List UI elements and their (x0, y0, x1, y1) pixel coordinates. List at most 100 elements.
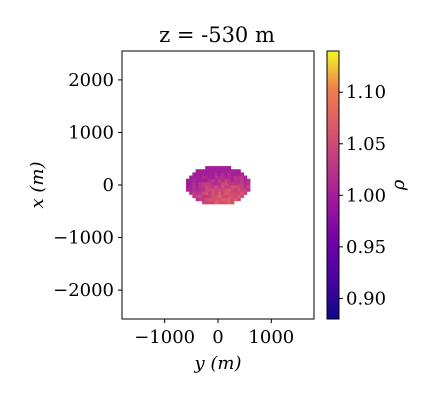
heatmap-cell (237, 175, 241, 180)
heatmap-cell (198, 181, 203, 186)
heatmap-cell (211, 191, 216, 195)
heatmap-cell (237, 178, 241, 183)
heatmap-cell (224, 178, 228, 183)
heatmap-cell (230, 181, 235, 186)
y-axis-ticks: 2000 1000 0 −1000 −2000 (53, 70, 122, 301)
heatmap-cell (243, 181, 248, 186)
heatmap-cell (218, 188, 222, 192)
heatmap-cell (246, 178, 251, 183)
heatmap-cell (224, 185, 228, 189)
heatmap-cell (208, 188, 212, 192)
heatmap-cell (227, 188, 232, 192)
colorbar-ticks: 0.90 0.95 1.00 1.05 1.10 (339, 82, 386, 309)
heatmap-cell (240, 185, 244, 189)
heatmap-cell (214, 200, 219, 205)
heatmap-cell (205, 194, 209, 199)
heatmap-cell (214, 188, 219, 192)
heatmap-cell (240, 191, 244, 195)
heatmap-cell (230, 197, 235, 202)
heatmap-cell (208, 200, 212, 205)
heatmap-cell (198, 185, 203, 189)
heatmap-cell (246, 185, 251, 189)
heatmap-cell (186, 185, 190, 189)
colorbar-tick-label: 1.10 (346, 82, 386, 103)
heatmap-cell (224, 194, 228, 199)
heatmap-cell (189, 185, 193, 189)
heatmap-cell (234, 172, 238, 176)
heatmap-cell (195, 194, 200, 199)
heatmap-cell (192, 188, 196, 192)
heatmap-cell (224, 181, 228, 186)
heatmap-cell (230, 191, 235, 195)
heatmap-cell (186, 181, 190, 186)
heatmap-cell (246, 188, 251, 192)
heatmap-cell (214, 178, 219, 183)
heatmap-cell (205, 200, 209, 205)
heatmap-cell (198, 197, 203, 202)
heatmap-cell (221, 200, 225, 205)
colorbar-label: ρ (388, 179, 409, 191)
heatmap-cell (221, 178, 225, 183)
heatmap-cell (205, 188, 209, 192)
heatmap-cell (221, 175, 225, 180)
heatmap-cell (240, 181, 244, 186)
colorbar-tick-label: 0.90 (346, 288, 386, 309)
heatmap-cell (202, 188, 206, 192)
heatmap-cell (192, 178, 196, 183)
heatmap-cell (202, 185, 206, 189)
y-axis-label: x (m) (27, 162, 48, 209)
colorbar (326, 50, 340, 320)
heatmap-cell (221, 169, 225, 173)
heatmap-cells (186, 166, 251, 205)
heatmap-cell (192, 172, 196, 176)
heatmap-cell (189, 181, 193, 186)
heatmap-cell (214, 169, 219, 173)
y-tick-label: 1000 (68, 122, 114, 143)
heatmap-cell (218, 181, 222, 186)
heatmap-cell (237, 188, 241, 192)
heatmap-cell (189, 188, 193, 192)
heatmap-cell (195, 172, 200, 176)
heatmap-cell (240, 175, 244, 180)
heatmap-cell (234, 191, 238, 195)
heatmap-cell (192, 181, 196, 186)
colorbar-tick-label: 0.95 (346, 237, 386, 258)
heatmap-cell (237, 191, 241, 195)
heatmap-cell (224, 200, 228, 205)
heatmap-cell (208, 191, 212, 195)
y-tick-label: −1000 (53, 228, 114, 249)
heatmap-cell (189, 178, 193, 183)
heatmap-cell (198, 172, 203, 176)
heatmap-cell (230, 188, 235, 192)
heatmap-cell (202, 197, 206, 202)
heatmap-cell (195, 169, 200, 173)
heatmap-cell (195, 197, 200, 202)
heatmap-cell (208, 169, 212, 173)
heatmap-cell (237, 197, 241, 202)
heatmap-cell (192, 175, 196, 180)
heatmap-cell (202, 200, 206, 205)
heatmap-cell (237, 181, 241, 186)
heatmap-cell (208, 166, 212, 170)
heatmap-cell (240, 172, 244, 176)
heatmap-cell (224, 197, 228, 202)
heatmap-cell (214, 172, 219, 176)
heatmap-cell (227, 194, 232, 199)
heatmap-cell (243, 185, 248, 189)
heatmap-cell (240, 194, 244, 199)
heatmap-cell (211, 166, 216, 170)
heatmap-cell (202, 181, 206, 186)
heatmap-cell (240, 178, 244, 183)
heatmap-cell (202, 194, 206, 199)
chart-title: z = -530 m (159, 23, 275, 47)
colorbar-tick-label: 1.05 (346, 134, 386, 155)
heatmap-cell (227, 169, 232, 173)
heatmap-cell (243, 178, 248, 183)
heatmap-cell (198, 194, 203, 199)
heatmap-cell (211, 188, 216, 192)
heatmap-cell (230, 172, 235, 176)
heatmap-cell (195, 181, 200, 186)
heatmap-cell (230, 194, 235, 199)
heatmap-cell (186, 178, 190, 183)
heatmap-cell (208, 185, 212, 189)
